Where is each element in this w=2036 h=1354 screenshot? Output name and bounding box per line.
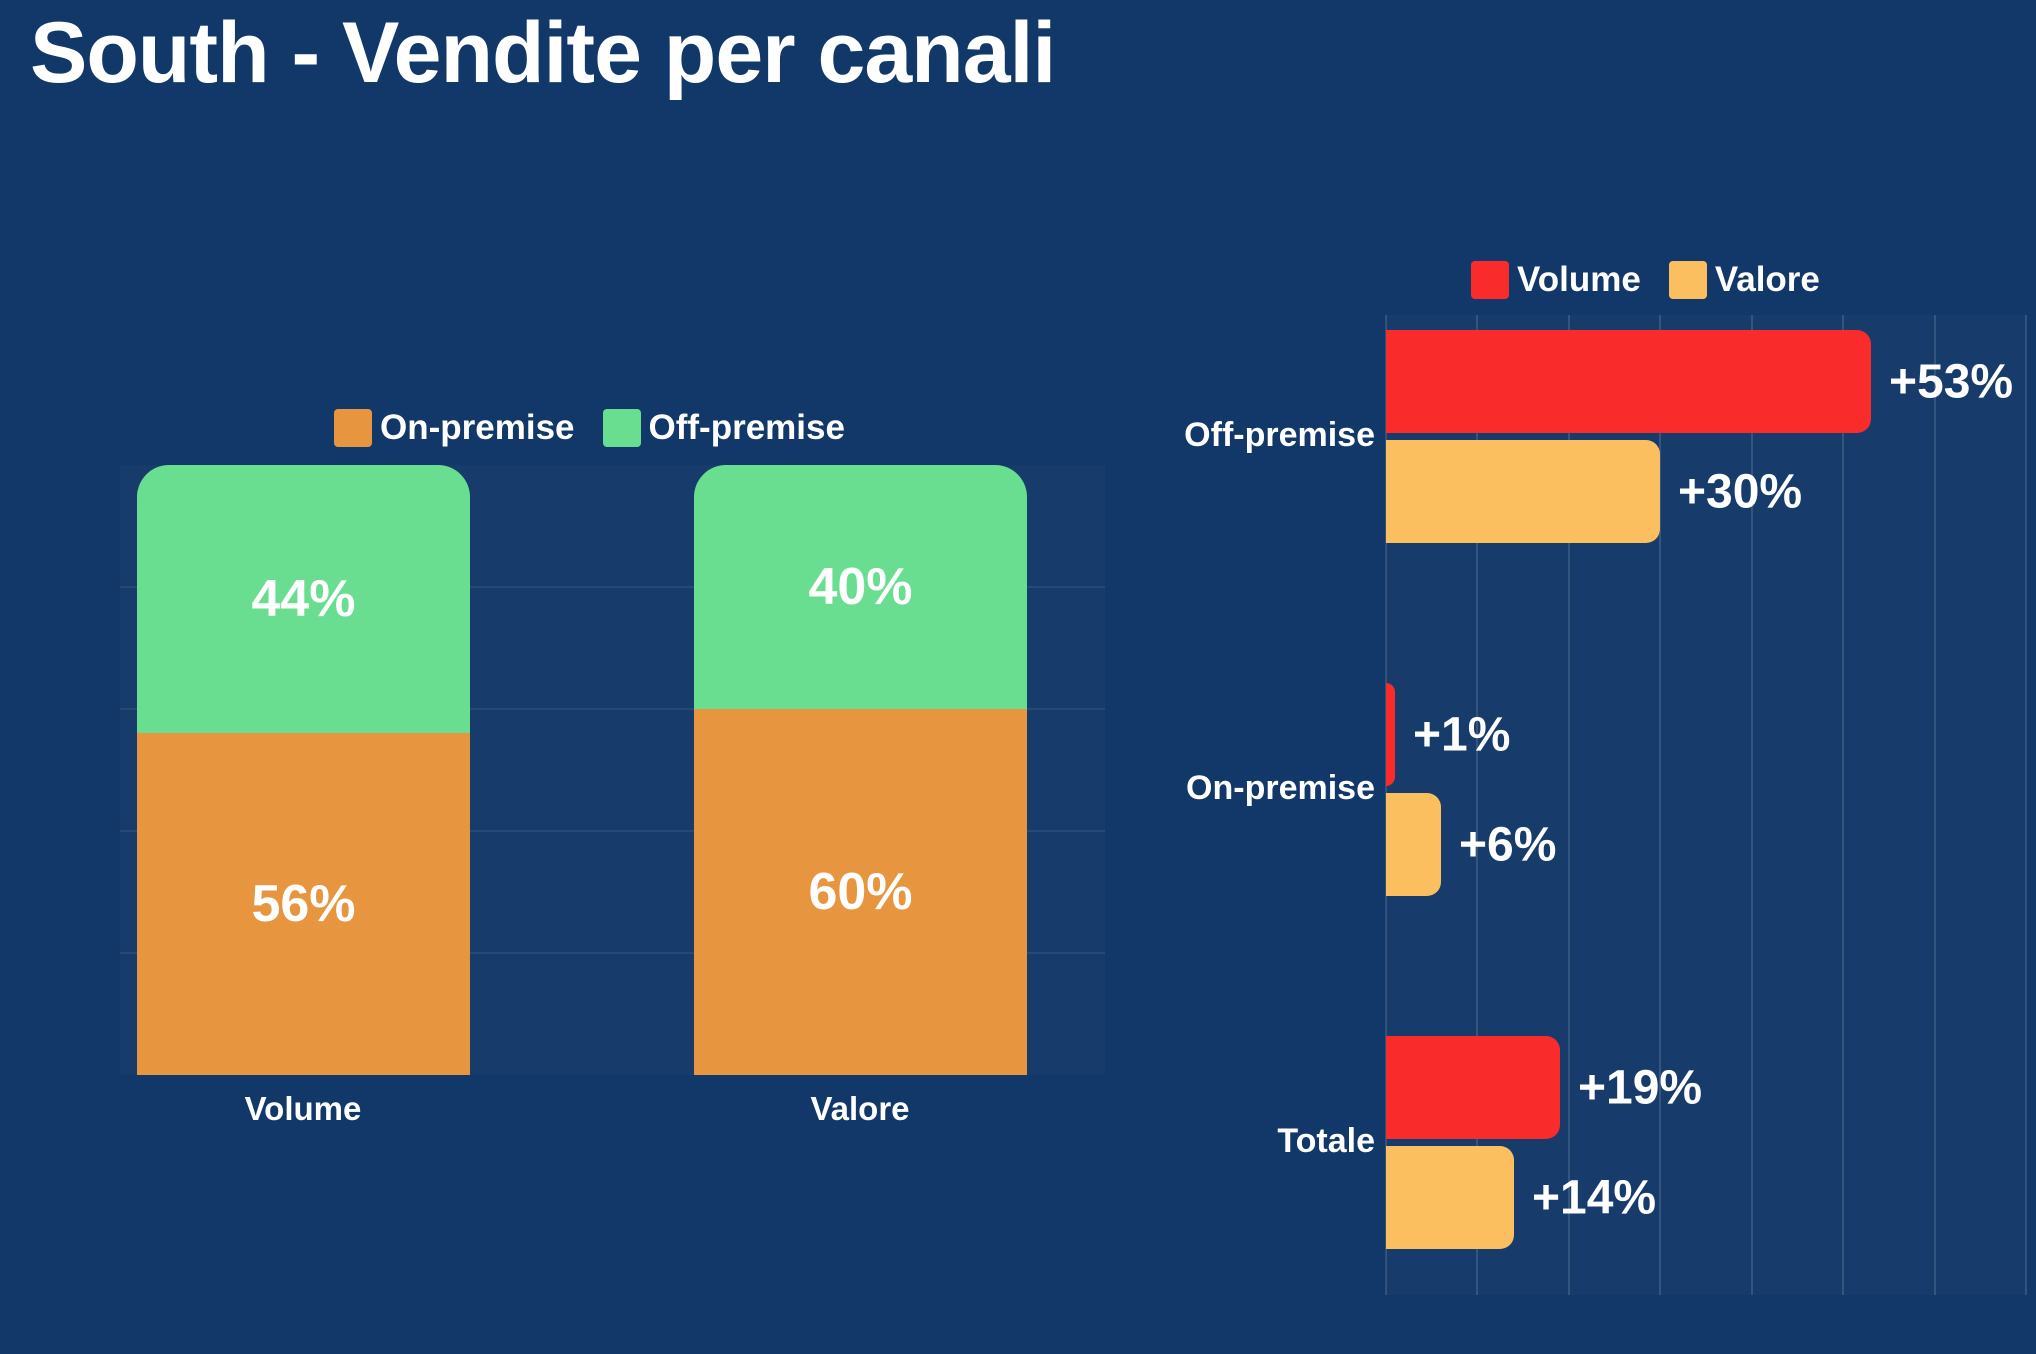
- grouped-bar-volume-off-premise: [1386, 330, 1871, 433]
- grouped-chart-legend: Volume Valore: [1471, 260, 1820, 300]
- stacked-segment-value-off-premise-valore: 40%: [808, 558, 913, 616]
- grouped-category-label-on-premise: On-premise: [1186, 769, 1375, 807]
- grouped-gridline: [1842, 315, 1845, 1295]
- grouped-bar-value-volume-totale: +19%: [1578, 1061, 1703, 1114]
- legend-label-on-premise: On-premise: [380, 408, 575, 447]
- grouped-gridline: [2025, 315, 2027, 1295]
- legend-swatch-volume: [1471, 261, 1509, 299]
- grouped-category-label-totale: Totale: [1277, 1122, 1375, 1160]
- grouped-category-label-off-premise: Off-premise: [1184, 416, 1375, 454]
- grouped-gridline: [1750, 315, 1753, 1295]
- stacked-segment-on-premise-valore: [694, 709, 1027, 1075]
- legend-label-valore: Valore: [1714, 260, 1820, 299]
- stacked-category-label-valore: Valore: [810, 1090, 910, 1127]
- stacked-gridline: [120, 830, 1105, 832]
- grouped-gridline: [1933, 315, 1936, 1295]
- legend-swatch-valore: [1668, 261, 1707, 299]
- stacked-segment-on-premise-volume: [137, 733, 470, 1075]
- legend-swatch-on-premise: [334, 409, 372, 447]
- legend-label-volume: Volume: [1517, 260, 1641, 299]
- grouped-bar-valore-on-premise: [1386, 793, 1441, 896]
- stacked-gridline: [120, 952, 1105, 954]
- stacked-category-label-volume: Volume: [244, 1090, 362, 1127]
- grouped-bar-valore-totale: [1386, 1146, 1514, 1249]
- grouped-gridline: [1659, 315, 1662, 1295]
- stacked-segment-off-premise-volume: [137, 465, 470, 733]
- grouped-gridline: [1567, 315, 1570, 1295]
- stacked-gridline: [120, 586, 1105, 588]
- grouped-bar-value-valore-totale: +14%: [1532, 1171, 1657, 1224]
- stacked-gridline: [120, 708, 1105, 710]
- grouped-bar-value-valore-off-premise: +30%: [1678, 465, 1803, 518]
- legend-swatch-off-premise: [602, 409, 641, 447]
- stacked-segment-off-premise-valore: [694, 465, 1027, 709]
- grouped-gridline: [1476, 315, 1479, 1295]
- stacked-chart-legend: On-premise Off-premise: [334, 408, 845, 448]
- grouped-bar-value-volume-off-premise: +53%: [1889, 355, 2014, 408]
- page-title: South - Vendite per canali: [30, 5, 1056, 101]
- stacked-segment-value-off-premise-volume: 44%: [251, 570, 356, 628]
- stacked-segment-value-on-premise-volume: 56%: [251, 875, 356, 933]
- legend-label-off-premise: Off-premise: [648, 408, 845, 447]
- grouped-bar-value-valore-on-premise: +6%: [1459, 818, 1557, 871]
- grouped-bar-value-volume-on-premise: +1%: [1413, 708, 1511, 761]
- grouped-bar-volume-totale: [1386, 1036, 1560, 1139]
- stacked-segment-value-on-premise-valore: 60%: [808, 863, 913, 921]
- grouped-bar-volume-on-premise: [1386, 683, 1395, 786]
- grouped-bar-valore-off-premise: [1386, 440, 1660, 543]
